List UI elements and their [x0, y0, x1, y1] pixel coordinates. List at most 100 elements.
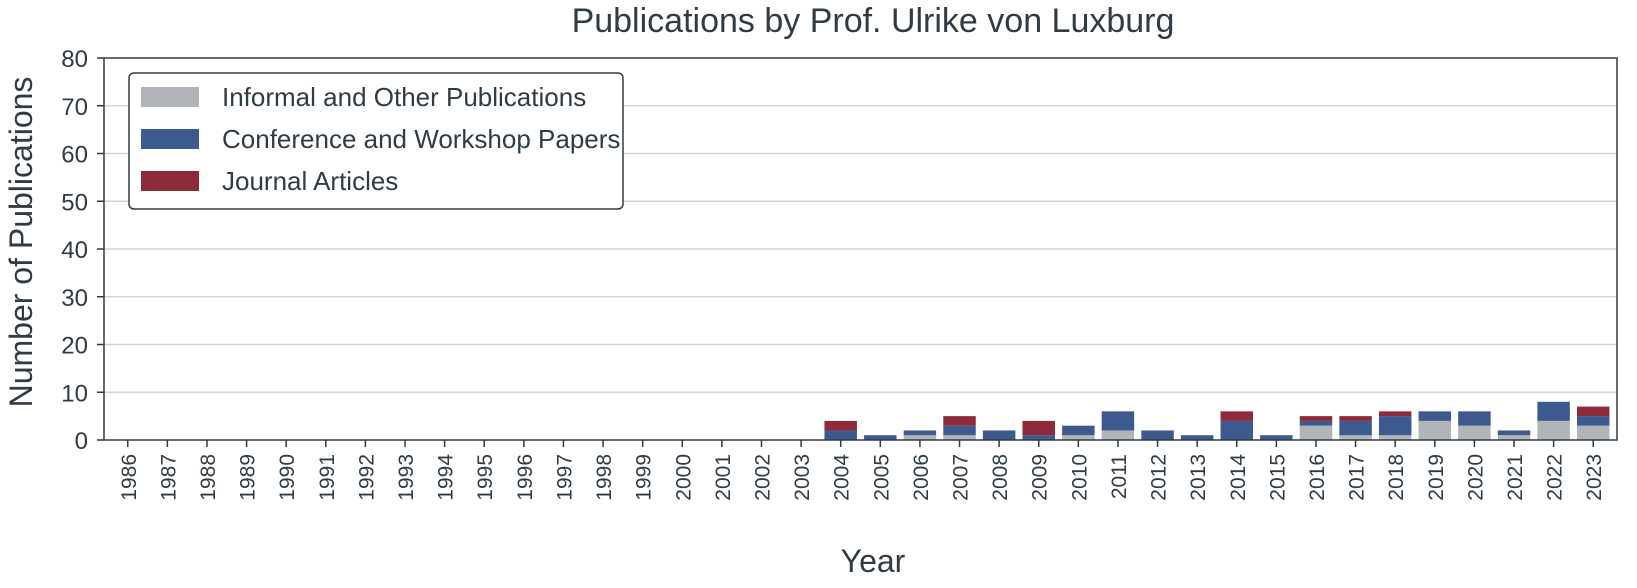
x-tick-label: 2021	[1504, 454, 1527, 501]
bar-segment	[1141, 430, 1174, 440]
bar-segment	[1101, 411, 1135, 431]
bar-segment	[1378, 435, 1412, 440]
bar-segment	[1220, 420, 1254, 440]
y-axis-ticks: 0 10 20 30 40 50 60 70 80	[61, 46, 104, 455]
bar-segment	[1062, 425, 1095, 436]
x-tick-label: 1990	[276, 454, 299, 501]
bar-segment	[982, 430, 1016, 440]
x-tick-label: 1988	[197, 454, 220, 501]
bar-segment	[824, 430, 857, 440]
y-tick-label: 40	[61, 237, 88, 264]
y-tick-label: 0	[75, 428, 88, 455]
chart-title: Publications by Prof. Ulrike von Luxburg	[572, 2, 1175, 40]
y-tick-label: 10	[61, 380, 88, 407]
bar-segment	[1101, 430, 1135, 440]
y-tick-label: 20	[61, 333, 88, 360]
bar-segment	[1062, 435, 1095, 440]
x-tick-label: 2023	[1583, 454, 1606, 501]
bar-segment	[1299, 420, 1333, 426]
x-tick-label: 1991	[316, 454, 339, 501]
x-axis-title: Year	[841, 543, 906, 579]
x-tick-label: 1998	[593, 454, 616, 501]
y-tick-label: 50	[61, 189, 88, 216]
bar-segment	[1497, 435, 1531, 440]
x-tick-label: 2007	[950, 454, 973, 501]
bar-segment	[1418, 411, 1452, 421]
x-tick-label: 1986	[118, 454, 141, 501]
x-tick-label: 2022	[1544, 454, 1567, 501]
x-tick-label: 1995	[474, 454, 497, 501]
x-tick-label: 2003	[791, 454, 814, 501]
bar-segment	[943, 425, 976, 436]
bar-segment	[1537, 401, 1570, 421]
x-tick-label: 2017	[1346, 454, 1369, 501]
x-tick-label: 2011	[1108, 454, 1131, 499]
bar-segment	[1576, 425, 1610, 440]
y-tick-label: 60	[61, 142, 88, 169]
bar-segment	[1339, 416, 1372, 421]
bar-segment	[1299, 416, 1333, 421]
x-tick-label: 2009	[1029, 454, 1052, 501]
bar-segment	[1537, 420, 1570, 440]
x-tick-label: 2001	[712, 454, 735, 501]
bar-segment	[903, 435, 937, 440]
x-tick-label: 1989	[237, 454, 260, 501]
x-tick-label: 1994	[435, 454, 458, 501]
legend-swatch	[141, 87, 199, 107]
bar-segment	[1260, 435, 1293, 440]
bar-segment	[1299, 425, 1333, 440]
x-tick-label: 1992	[355, 454, 378, 501]
legend-label: Informal and Other Publications	[222, 82, 586, 112]
bar-segment	[903, 430, 937, 436]
bar-segment	[1576, 416, 1610, 426]
x-tick-label: 2014	[1227, 454, 1250, 501]
bar-segment	[1458, 425, 1491, 440]
x-tick-label: 2004	[831, 454, 854, 501]
x-axis-ticks: 1986 1987 1988 1989 1990 1991 1992 1993 1994 1995…	[118, 440, 1606, 501]
x-tick-label: 2018	[1385, 454, 1408, 501]
x-tick-label: 2002	[751, 454, 774, 501]
bar-segment	[1378, 411, 1412, 417]
bar-segment	[1497, 430, 1531, 436]
x-tick-label: 2008	[989, 454, 1012, 501]
bar-segment	[1220, 411, 1254, 421]
bar-segment	[864, 435, 897, 440]
bar-segment	[1180, 435, 1214, 440]
x-tick-label: 2013	[1187, 454, 1210, 501]
legend: Informal and Other Publications Conferenc…	[128, 72, 624, 210]
x-tick-label: 2000	[672, 454, 695, 501]
x-tick-label: 1996	[514, 454, 537, 501]
legend-swatch	[141, 129, 199, 149]
x-tick-label: 2015	[1266, 454, 1289, 501]
x-tick-label: 2006	[910, 454, 933, 501]
bars	[824, 401, 1610, 440]
y-tick-label: 70	[61, 94, 88, 121]
y-axis-title: Number of Publications	[3, 77, 39, 408]
x-tick-label: 2019	[1425, 454, 1448, 501]
bar-segment	[943, 416, 976, 426]
y-tick-label: 30	[61, 285, 88, 312]
bar-segment	[1576, 406, 1610, 417]
bar-segment	[1458, 411, 1491, 426]
bar-segment	[824, 420, 857, 431]
bar-segment	[1378, 416, 1412, 436]
x-tick-label: 1997	[553, 454, 576, 501]
x-tick-label: 1987	[157, 454, 180, 501]
legend-box	[128, 72, 624, 210]
bar-segment	[943, 435, 976, 440]
x-tick-label: 2012	[1148, 454, 1171, 501]
y-tick-label: 80	[61, 46, 88, 73]
legend-label: Journal Articles	[222, 166, 398, 196]
x-tick-label: 2016	[1306, 454, 1329, 501]
x-tick-label: 2005	[870, 454, 893, 501]
x-tick-label: 1999	[633, 454, 656, 501]
bar-segment	[1339, 420, 1372, 436]
bar-segment	[1022, 420, 1055, 436]
x-tick-label: 2010	[1068, 454, 1091, 501]
bar-segment	[1022, 435, 1055, 440]
bar-segment	[1339, 435, 1372, 440]
legend-label: Conference and Workshop Papers	[222, 124, 620, 154]
bar-segment	[1418, 420, 1452, 440]
